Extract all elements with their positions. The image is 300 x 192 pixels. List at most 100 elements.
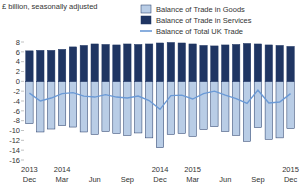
y-tick [21,61,24,62]
x-tick-month: Mar [186,175,199,184]
x-tick-year: 2013 [21,165,38,174]
bar [135,81,142,133]
bar [211,46,218,81]
x-tick-label: Jun [89,175,101,184]
bar [124,44,131,81]
chart-svg: £ billion, seasonally adjusted-16-14-12-… [0,0,300,192]
y-tick [21,110,24,111]
x-tick-month: Sep [251,175,264,184]
x-tick-label: 2013Dec [21,165,38,184]
y-tick [21,81,24,82]
bar [58,49,65,81]
bar [232,81,239,135]
bar [135,44,142,81]
plot-area [26,42,295,147]
bar [102,44,109,81]
bar [102,81,109,131]
bar [189,81,196,136]
x-tick-label: 2015Dec [282,165,299,184]
bar [178,81,185,133]
bar [80,81,87,132]
x-tick-label: 2014Mar [54,165,71,184]
y-tick-label: 2 [16,67,20,76]
x-tick-year: 2014 [54,165,71,174]
y-tick [21,101,24,102]
x-tick-month: Dec [284,175,298,184]
y-tick-label: -10 [9,126,20,135]
y-tick [21,150,24,151]
y-tick-label: -14 [9,146,20,155]
bar [113,45,120,81]
x-tick-month: Jun [219,175,231,184]
legend-label: Balance of Trade in Goods [156,5,245,14]
bar [276,81,283,138]
y-tick [21,42,24,43]
y-tick-label: 4 [16,57,20,66]
bar [167,42,174,81]
y-axis-label: £ billion, seasonally adjusted [2,2,97,11]
bar [200,45,207,81]
x-tick-month: Mar [56,175,69,184]
y-tick [21,51,24,52]
y-tick-label: -2 [13,87,20,96]
bar [276,45,283,81]
x-tick-month: Dec [23,175,37,184]
bar [265,81,272,139]
bar [156,81,163,147]
y-tick-label: 8 [16,38,20,47]
bar [222,45,229,81]
y-tick-label: -4 [13,97,20,106]
bar [222,81,229,131]
bar [37,50,44,81]
bar [254,81,261,127]
y-tick [21,140,24,141]
bar [156,43,163,81]
bar [26,81,33,123]
legend-swatch [141,16,151,24]
bar [80,45,87,81]
bar [145,81,152,138]
y-tick [21,91,24,92]
bar [167,81,174,134]
chart-container: £ billion, seasonally adjusted-16-14-12-… [0,0,300,192]
bar [48,50,55,81]
x-tick-month: Dec [153,175,167,184]
bar [26,51,33,81]
bar [178,43,185,81]
y-tick [21,130,24,131]
y-tick-label: -12 [9,136,20,145]
y-tick [21,120,24,121]
bar [254,44,261,81]
x-tick-label: Sep [251,175,264,184]
y-tick-label: 6 [16,48,20,57]
y-tick [21,160,24,161]
x-tick-year: 2014 [152,165,169,174]
x-tick-label: 2015Mar [184,165,201,184]
bar [232,44,239,81]
legend-label: Balance of Trade in Services [156,16,252,25]
bar [124,81,131,135]
x-tick-label: Sep [121,175,134,184]
x-tick-month: Sep [121,175,134,184]
bar [243,43,250,81]
bar [69,81,76,127]
bar [37,81,44,132]
bar [58,81,65,125]
bar [287,81,294,128]
line [29,90,290,109]
y-tick-label: -16 [9,156,20,165]
legend-swatch [141,5,151,13]
bar [200,81,207,129]
y-tick-label: 0 [16,77,20,86]
x-tick-year: 2015 [282,165,299,174]
bar [69,47,76,81]
bar [189,44,196,81]
legend-swatch [140,30,152,32]
bar [113,81,120,133]
y-tick-label: -6 [13,107,20,116]
bar [265,45,272,81]
y-tick [21,71,24,72]
bar [91,44,98,81]
legend-label: Balance of Total UK Trade [156,27,243,36]
x-tick-year: 2015 [184,165,201,174]
